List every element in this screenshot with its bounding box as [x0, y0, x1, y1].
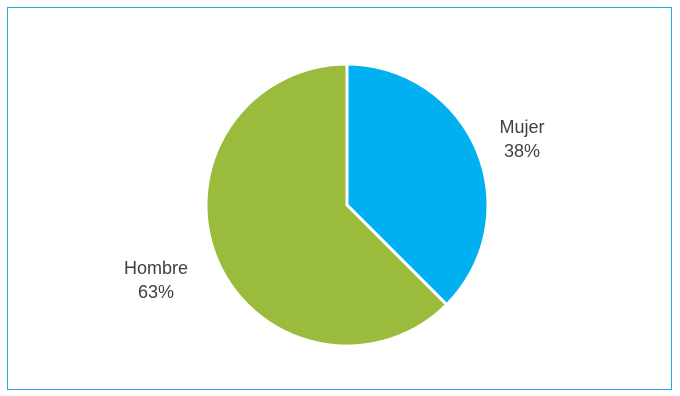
pie-slice-mujer	[345, 62, 490, 307]
slice-label-mujer-percent: 38%	[504, 141, 540, 161]
pie-slice-hombre	[204, 62, 449, 348]
slice-label-hombre-percent: 63%	[138, 282, 174, 302]
slice-label-hombre-name: Hombre	[124, 258, 188, 278]
pie-slices	[204, 62, 490, 348]
slice-label-mujer-name: Mujer	[499, 117, 544, 137]
